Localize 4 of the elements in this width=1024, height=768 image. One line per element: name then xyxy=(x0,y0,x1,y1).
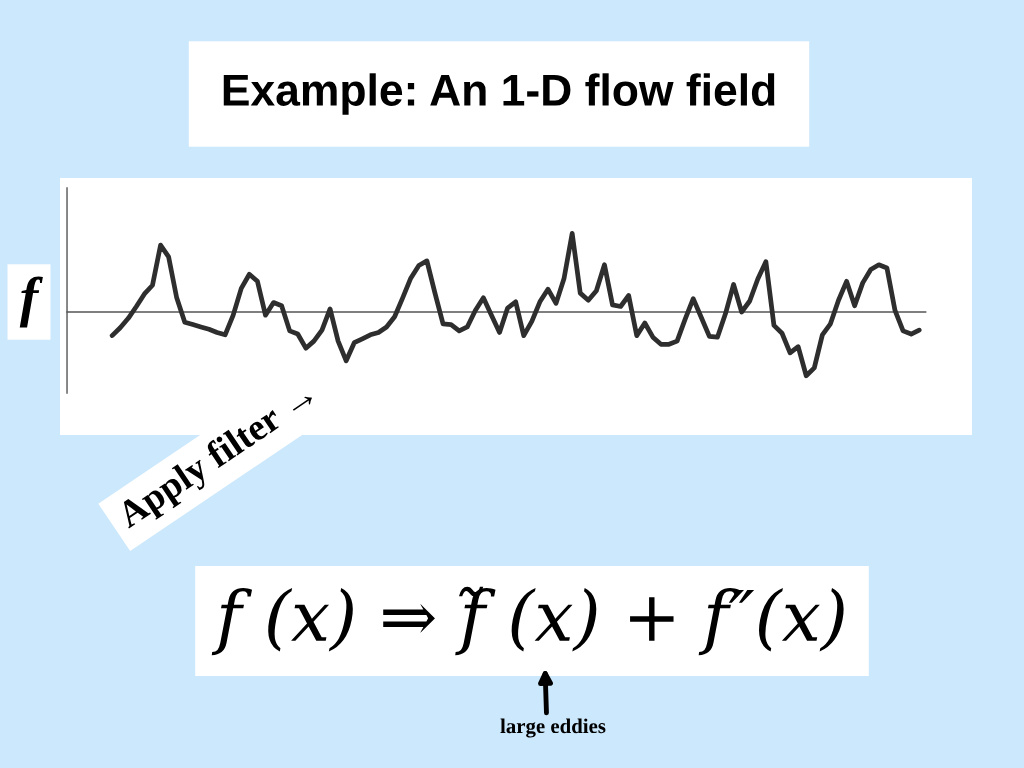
text: large eddies xyxy=(500,718,606,738)
text: f (x) ⇒ f̃ (x) + f″(x) xyxy=(211,586,844,656)
y-axis-title: f xyxy=(19,276,43,328)
chart-title: Example: An 1-D flow field xyxy=(223,73,775,115)
